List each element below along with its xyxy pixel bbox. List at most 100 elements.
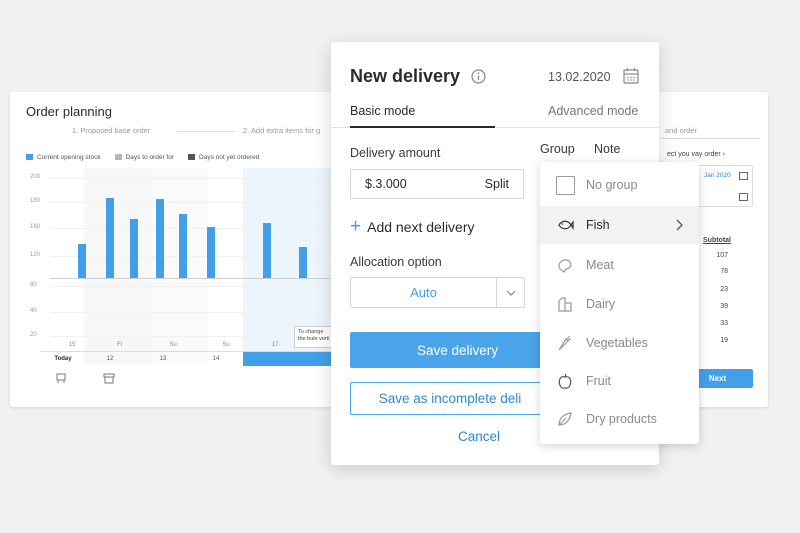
apple-icon [558, 373, 572, 389]
active-tab-indicator [350, 126, 495, 128]
checkbox[interactable] [556, 175, 575, 195]
carrot-icon [558, 335, 572, 351]
y-tick: 200 [30, 174, 41, 180]
gridline [50, 312, 340, 313]
legend-item: Days to order for [114, 154, 174, 161]
subtotal-header: Subtotal [703, 237, 731, 244]
step-2: 2. Add extra items for g [243, 126, 321, 135]
y-tick: 40 [30, 308, 37, 314]
gridline [50, 178, 340, 179]
menu-item-label: Dry products [586, 412, 657, 426]
save-incomplete-button[interactable]: Save as incomplete deli [350, 382, 550, 415]
leaf-icon [558, 412, 572, 426]
tab-advanced-mode[interactable]: Advanced mode [548, 104, 639, 118]
dialog-title: New delivery [350, 66, 461, 86]
menu-item-dry-products[interactable]: Dry products [540, 400, 699, 438]
delivery-amount-field[interactable]: $.3.000 Split [350, 169, 524, 199]
stock-chart: 200 180 160 120 80 40 20 15 Fr Su Su 17 [26, 168, 340, 364]
chart-bar [130, 219, 138, 278]
split-button[interactable]: Split [484, 177, 509, 191]
subtotal-value: 33 [720, 320, 728, 327]
calendar-icon[interactable] [739, 192, 748, 201]
x-day-label: Fr [117, 342, 123, 348]
step-1: 1. Proposed base order [72, 126, 151, 135]
legend-item: Current opening stock [26, 154, 101, 161]
y-tick: 160 [30, 224, 41, 230]
date-row-divider [40, 351, 340, 352]
chart-tooltip: To change the bule verti [294, 326, 336, 348]
chart-bar [106, 198, 114, 278]
fish-icon [558, 220, 574, 230]
date-value: Jan 2020 [704, 172, 731, 179]
menu-item-meat[interactable]: Meat [540, 246, 699, 284]
chart-baseline [50, 278, 340, 279]
menu-item-dairy[interactable]: Dairy [540, 285, 699, 323]
group-column-label: Group [540, 142, 575, 156]
chart-bar [179, 214, 187, 278]
calendar-icon[interactable] [623, 67, 639, 84]
menu-item-fish[interactable]: Fish [540, 206, 699, 244]
y-tick: 20 [30, 332, 37, 338]
x-date-label[interactable]: 14 [212, 356, 220, 362]
gridline [50, 202, 340, 203]
allocation-option-label: Allocation option [350, 255, 442, 269]
delivery-amount-label: Delivery amount [350, 146, 441, 160]
calendar-icon[interactable] [739, 171, 748, 180]
tab-basic-mode[interactable]: Basic mode [350, 104, 416, 118]
save-delivery-button[interactable]: Save delivery [350, 332, 565, 368]
chart-bar [156, 199, 164, 278]
cancel-button[interactable]: Cancel [458, 429, 501, 444]
x-day-label: 17 [271, 342, 279, 348]
menu-item-label: Meat [586, 258, 614, 272]
subtotal-value: 78 [720, 268, 728, 275]
allocation-value: Auto [351, 278, 497, 307]
chart-bar [78, 244, 86, 278]
menu-item-no-group[interactable]: No group [540, 166, 699, 204]
gridline [50, 286, 340, 287]
step-divider [660, 138, 760, 139]
menu-item-label: Fruit [586, 374, 611, 388]
gridline [50, 228, 340, 229]
x-day-label: 15 [68, 342, 76, 348]
chevron-down-icon[interactable] [497, 278, 524, 307]
selected-days-strip[interactable] [243, 352, 340, 366]
chevron-right-icon [676, 219, 683, 231]
menu-item-fruit[interactable]: Fruit [540, 362, 699, 400]
gridline [50, 336, 340, 337]
tab-divider [331, 127, 659, 128]
order-hint-text: ect you vay order › [667, 151, 725, 158]
allocation-select[interactable]: Auto [350, 277, 525, 308]
chart-bar [299, 247, 307, 278]
add-next-delivery-button[interactable]: + Add next delivery [350, 216, 475, 237]
chart-column-shade [84, 168, 152, 364]
date-range-box[interactable]: Jan 2020 [698, 165, 753, 207]
next-button[interactable]: Next [682, 369, 753, 388]
cart-icon[interactable] [55, 372, 67, 384]
subtotal-value: 19 [720, 337, 728, 344]
menu-item-label: Dairy [586, 297, 616, 311]
y-tick: 180 [30, 198, 41, 204]
legend-item: Days not yet ordered [188, 154, 259, 161]
info-icon[interactable] [471, 69, 486, 84]
meat-icon [558, 259, 572, 273]
subtotal-value: 39 [720, 303, 728, 310]
x-date-label[interactable]: 13 [159, 356, 167, 362]
basket-icon[interactable] [103, 372, 115, 384]
subtotal-value: 107 [716, 252, 728, 259]
plus-icon: + [350, 216, 362, 237]
chart-bar [263, 223, 271, 278]
step-3: and order [665, 126, 698, 135]
chart-legend: Current opening stock Days to order for … [26, 154, 259, 161]
x-date-today[interactable]: Today [54, 356, 72, 362]
menu-item-label: Vegetables [586, 336, 648, 350]
x-day-label: Su [222, 342, 230, 348]
note-column-label: Note [594, 142, 621, 156]
group-dropdown-menu: No group Fish Meat Dairy Vegetables Frui… [540, 162, 699, 444]
chart-bar [207, 227, 215, 278]
x-date-label[interactable]: 12 [106, 356, 114, 362]
menu-item-vegetables[interactable]: Vegetables [540, 324, 699, 362]
step-divider [177, 131, 235, 132]
menu-item-label: No group [586, 178, 638, 192]
y-tick: 80 [30, 282, 37, 288]
dairy-icon [558, 297, 572, 312]
